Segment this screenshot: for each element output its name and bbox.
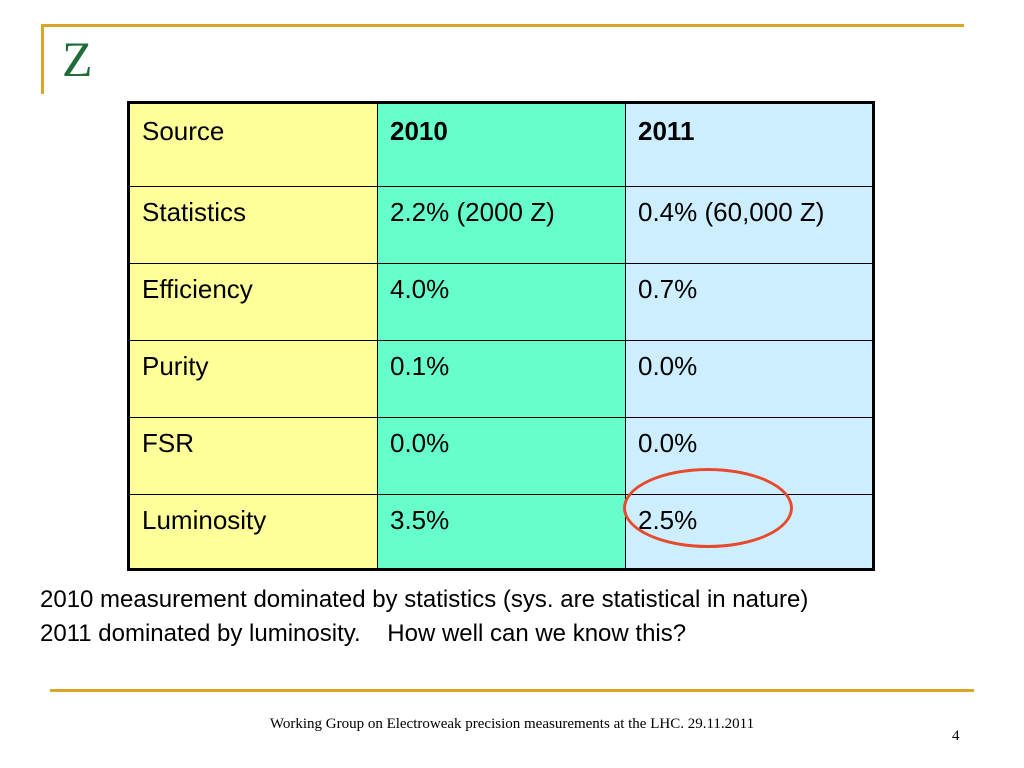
cell-source: Purity (128, 340, 378, 418)
table-row: Efficiency 4.0% 0.7% (128, 263, 874, 341)
highlight-circle (623, 468, 793, 548)
header-source: Source (128, 102, 378, 187)
header-2011: 2011 (625, 102, 874, 187)
page-number: 4 (952, 728, 960, 744)
cell-2010: 2.2% (2000 Z) (377, 186, 626, 264)
bottom-accent-line (50, 689, 974, 692)
cell-2010: 4.0% (377, 263, 626, 341)
table-row: Statistics 2.2% (2000 Z) 0.4% (60,000 Z) (128, 186, 874, 264)
top-accent-line (41, 24, 964, 27)
cell-source: Efficiency (128, 263, 378, 341)
cell-2010: 0.0% (377, 417, 626, 495)
note-line-1: 2010 measurement dominated by statistics… (40, 586, 809, 613)
cell-2011: 0.7% (625, 263, 874, 341)
uncertainty-table: Source 2010 2011 Statistics 2.2% (2000 Z… (127, 101, 875, 571)
cell-2010: 0.1% (377, 340, 626, 418)
table-header-row: Source 2010 2011 (128, 102, 874, 187)
footer-text: Working Group on Electroweak precision m… (269, 716, 755, 732)
note-line-2: 2011 dominated by luminosity. How well c… (40, 620, 687, 647)
title-accent-bar (41, 24, 44, 94)
cell-2010: 3.5% (377, 494, 626, 570)
cell-2011: 0.4% (60,000 Z) (625, 186, 874, 264)
cell-source: FSR (128, 417, 378, 495)
table-row: Purity 0.1% 0.0% (128, 340, 874, 418)
cell-2011: 0.0% (625, 340, 874, 418)
cell-source: Statistics (128, 186, 378, 264)
slide-title: Z (62, 31, 93, 87)
header-2010: 2010 (377, 102, 626, 187)
cell-source: Luminosity (128, 494, 378, 570)
